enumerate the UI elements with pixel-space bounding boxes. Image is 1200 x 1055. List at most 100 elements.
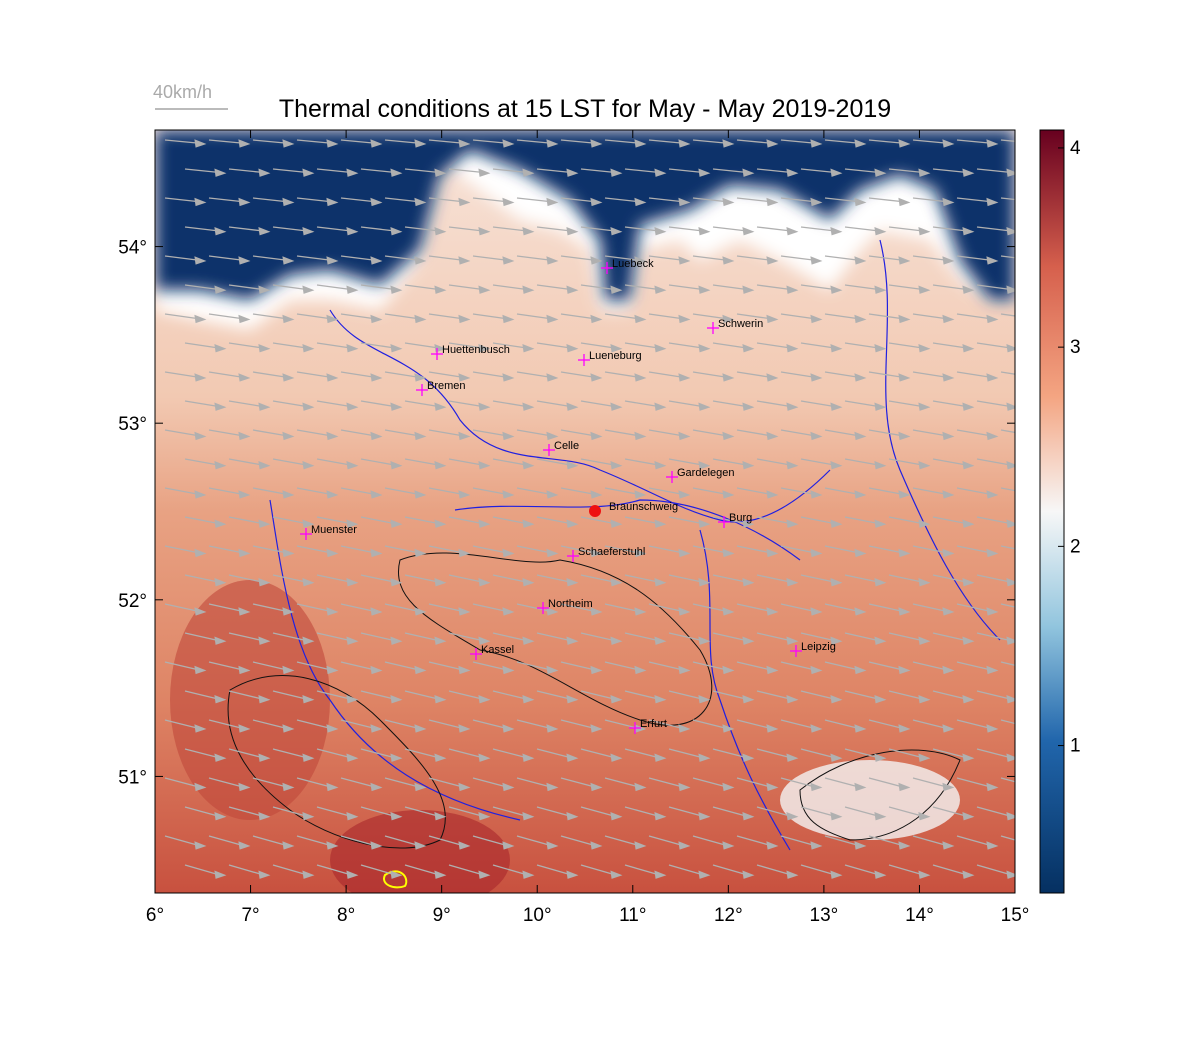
wind-arrow-head [566,460,579,470]
wind-arrow-head [610,577,623,587]
wind-arrow-head [634,256,647,265]
wind-arrow [800,458,834,466]
wind-arrow [780,139,814,144]
wind-arrow [844,458,878,466]
wind-arrow [472,255,506,261]
wind-arrow [712,168,746,173]
wind-arrow-head [346,168,359,177]
wind-arrow [976,168,1010,173]
wind-arrow-head [214,402,227,411]
wind-arrow-head [590,724,603,733]
city-label: Bremen [427,380,466,392]
wind-arrow-head [238,782,251,792]
wind-arrow-head [722,607,735,616]
wind-arrow [360,226,394,232]
wind-arrow-head [546,665,559,675]
wind-arrow-head [698,343,711,353]
map-title: Thermal conditions at 15 LST for May - M… [279,95,891,123]
wind-arrow [756,574,790,583]
wind-arrow-head [194,373,207,382]
wind-arrow-head [414,548,427,558]
wind-arrow [428,719,462,729]
wind-arrow [492,400,526,407]
wind-arrow-head [566,753,579,762]
wind-arrow-head [854,607,867,616]
wind-arrow-head [610,694,623,704]
wind-arrow-head [986,724,999,733]
wind-arrow [360,400,394,407]
wind-arrow [296,545,330,554]
wind-arrow [624,632,658,641]
wind-arrow [184,516,218,524]
wind-arrow-head [194,256,207,265]
wind-arrow-head [566,168,579,177]
wind-arrow [340,603,374,612]
wind-arrow [692,255,726,261]
wind-arrow [164,835,198,846]
wind-arrow [976,748,1010,758]
wind-arrow-head [302,694,315,704]
wind-arrow [780,835,814,846]
wind-arrow [1000,487,1015,492]
wind-arrow-head [698,870,711,879]
wind-arrow-head [786,343,799,353]
wind-arrow-head [458,841,471,850]
wind-arrow [560,139,594,144]
wind-arrow-head [962,402,975,411]
wind-arrow-head [962,753,975,762]
wind-arrow [492,748,526,758]
wind-arrow-head [390,460,403,470]
wind-arrow-head [786,694,799,704]
wind-arrow [604,487,638,495]
wind-arrow-head [874,694,887,704]
wind-arrow-head [678,373,691,382]
wind-arrow [228,632,262,641]
wind-arrow-head [502,431,515,441]
wind-arrow-head [722,373,735,382]
wind-arrow [1000,371,1015,375]
wind-arrow-head [282,782,295,792]
city-label: Huettenbusch [442,344,510,356]
wind-arrow-head [810,841,823,850]
wind-arrow-head [874,636,887,645]
wind-arrow [624,458,658,466]
wind-arrow-head [698,636,711,645]
wind-arrow-head [546,139,559,148]
wind-arrow [912,487,946,495]
wind-arrow [888,284,922,290]
wind-arrow [668,168,702,173]
wind-arrow [536,748,570,758]
wind-arrow [448,458,482,466]
wind-arrow-head [742,694,755,704]
wind-arrow-head [434,636,447,645]
wind-arrow [824,255,858,261]
wind-arrow [956,719,990,729]
wind-arrow [712,284,746,290]
wind-arrow [604,719,638,729]
wind-arrow-head [722,490,735,499]
wind-arrow-head [346,753,359,762]
wind-arrow [736,777,770,788]
wind-arrow-head [478,811,491,821]
wind-arrow [340,661,374,671]
wind-arrow [800,864,834,875]
wind-arrow-head [590,373,603,382]
colorbar-tick-label: 3 [1070,337,1081,358]
wind-arrow [428,545,462,554]
wind-arrow [668,864,702,875]
wind-arrow-head [546,607,559,616]
wind-arrow [1000,777,1015,783]
wind-arrow [340,139,374,144]
wind-arrow-head [414,197,427,207]
wind-arrow [932,342,966,349]
wind-arrow [208,835,242,846]
wind-arrow [228,342,262,349]
wind-arrow-head [854,841,867,850]
wind-arrow [780,487,814,495]
wind-arrow [472,487,506,495]
wind-arrow [272,400,306,407]
wind-arrow [800,690,834,700]
wind-arrow-head [590,841,603,850]
wind-arrow [360,806,394,817]
wind-arrow-head [194,782,207,792]
